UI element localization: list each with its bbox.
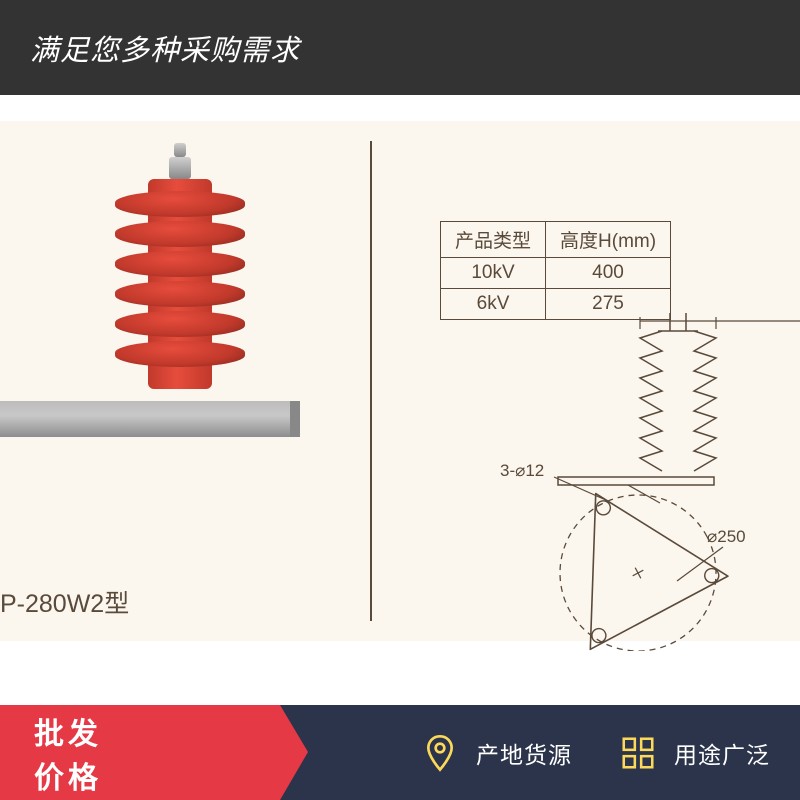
document-region: P-280W2型 产品类型 高度H(mm) 10kV 400 6kV 275 3… [0, 121, 800, 641]
location-icon [418, 731, 462, 775]
table-row: 10kV 400 [441, 258, 671, 289]
bolt-circle-label: ⌀250 [707, 527, 746, 547]
bottom-left-badge: 批发 价格 [0, 705, 280, 800]
cell: 10kV [441, 258, 546, 289]
dimension-drawing [400, 291, 800, 651]
top-banner: 满足您多种采购需求 [0, 0, 800, 95]
cell: 400 [546, 258, 671, 289]
product-photo-region: P-280W2型 [0, 121, 370, 641]
table-row: 产品类型 高度H(mm) [441, 222, 671, 258]
col-header: 产品类型 [441, 222, 546, 258]
feature-label: 用途广泛 [674, 736, 770, 770]
mounting-bracket [0, 401, 300, 437]
feature-origin: 产地货源 [418, 731, 572, 775]
badge-line2: 价格 [34, 753, 280, 797]
content-area: P-280W2型 产品类型 高度H(mm) 10kV 400 6kV 275 3… [0, 95, 800, 705]
bottom-right-features: 产地货源 用途广泛 [280, 705, 800, 800]
feature-usage: 用途广泛 [616, 731, 770, 775]
bottom-banner: 批发 价格 产地货源 用途广泛 [0, 705, 800, 800]
grid-icon [616, 731, 660, 775]
model-label: P-280W2型 [0, 584, 129, 620]
top-banner-text: 满足您多种采购需求 [30, 27, 300, 69]
col-header: 高度H(mm) [546, 222, 671, 258]
vertical-divider [370, 141, 372, 621]
badge-line1: 批发 [34, 709, 280, 753]
feature-label: 产地货源 [476, 736, 572, 770]
hole-spec-label: 3-⌀12 [500, 461, 544, 481]
